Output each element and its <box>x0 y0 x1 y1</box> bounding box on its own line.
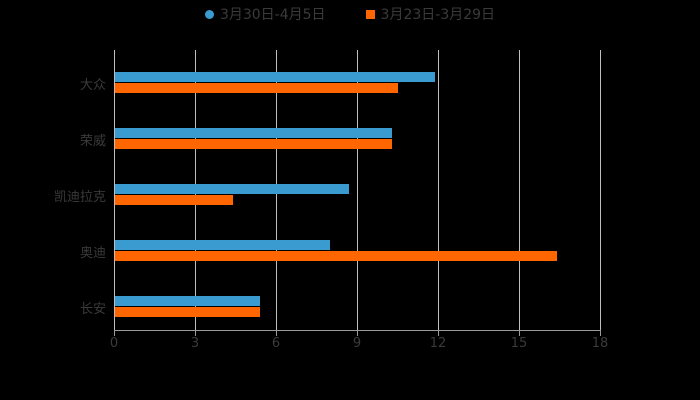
bar-series-2[interactable] <box>114 251 557 261</box>
x-tick <box>195 330 196 336</box>
x-tick-label: 9 <box>352 336 362 351</box>
category-label: 奥迪 <box>79 246 106 261</box>
gridline <box>600 50 601 330</box>
bar-series-2[interactable] <box>114 139 393 149</box>
legend-label: 3月30日-4月5日 <box>219 7 326 23</box>
x-tick <box>438 330 439 336</box>
x-tick-label: 0 <box>109 336 119 351</box>
x-tick-label: 12 <box>429 336 447 351</box>
x-axis <box>114 330 601 331</box>
bar-series-2[interactable] <box>114 195 233 205</box>
bar-series-1[interactable] <box>114 296 260 306</box>
x-tick <box>357 330 358 336</box>
gridline <box>357 50 358 330</box>
legend: 3月30日-4月5日 3月23日-3月29日 <box>0 4 700 24</box>
legend-item-series-1[interactable]: 3月30日-4月5日 <box>204 4 326 24</box>
bar-series-2[interactable] <box>114 307 260 317</box>
legend-item-series-2[interactable]: 3月23日-3月29日 <box>365 4 496 24</box>
bar-series-2[interactable] <box>114 83 398 93</box>
category-label: 凯迪拉克 <box>53 190 106 205</box>
x-tick <box>519 330 520 336</box>
x-tick <box>114 330 115 336</box>
bar-series-1[interactable] <box>114 72 436 82</box>
category-label: 大众 <box>79 78 106 93</box>
x-tick-label: 6 <box>271 336 281 351</box>
category-label: 荣威 <box>79 134 106 149</box>
x-tick <box>600 330 601 336</box>
legend-label: 3月23日-3月29日 <box>380 7 496 23</box>
gridline <box>438 50 439 330</box>
legend-circle-icon <box>204 9 214 19</box>
y-axis <box>114 50 115 330</box>
bar-series-1[interactable] <box>114 128 393 138</box>
x-tick <box>276 330 277 336</box>
x-tick-label: 15 <box>510 336 528 351</box>
bar-series-1[interactable] <box>114 184 349 194</box>
gridline <box>519 50 520 330</box>
x-tick-label: 3 <box>190 336 200 351</box>
legend-square-icon <box>365 9 375 19</box>
bar-series-1[interactable] <box>114 240 330 250</box>
x-tick-label: 18 <box>591 336 609 351</box>
category-label: 长安 <box>79 302 106 317</box>
